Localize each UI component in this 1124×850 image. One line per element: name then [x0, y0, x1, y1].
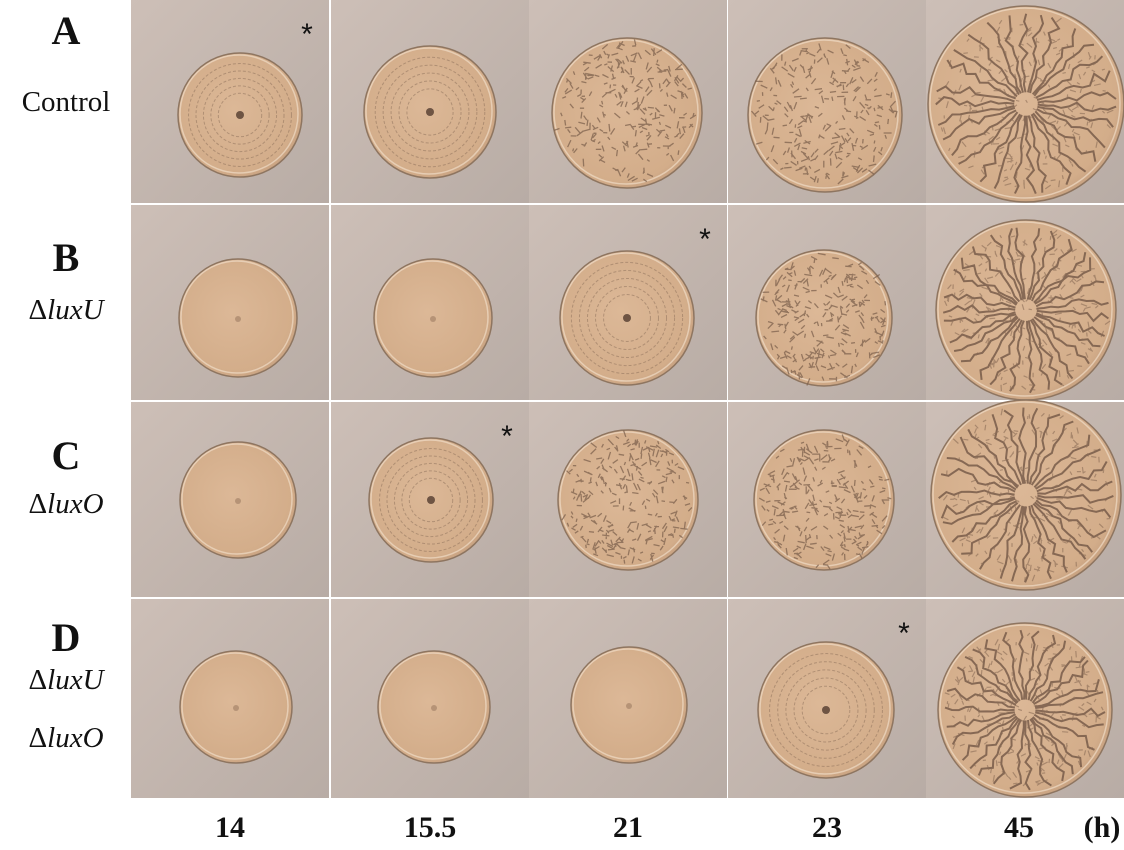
micrograph	[529, 402, 727, 597]
page: {"marker": "*", "rows": [ {"letter": "A"…	[0, 0, 1124, 850]
micrograph	[331, 402, 529, 597]
figure: (h) AControl*BΔluxU*CΔluxO*DΔluxUΔluxO*1…	[0, 0, 1124, 850]
micrograph	[331, 0, 529, 203]
colony-center	[233, 705, 239, 711]
micrograph	[728, 599, 926, 798]
colony	[748, 38, 902, 192]
label-part: Control	[22, 86, 111, 118]
row-letter: A	[52, 8, 81, 53]
colony-center	[426, 108, 434, 116]
micrograph	[926, 599, 1124, 798]
colony	[552, 38, 702, 188]
time-label: 21	[613, 811, 643, 844]
colony-center	[235, 316, 241, 322]
label-part: luxO	[47, 488, 103, 520]
micrograph	[131, 402, 329, 597]
colony-center	[431, 705, 437, 711]
micrograph	[131, 0, 329, 203]
micrograph	[926, 205, 1124, 400]
label-part: Δ	[28, 664, 47, 696]
asterisk: *	[501, 420, 513, 453]
row-label: ΔluxO	[28, 488, 103, 520]
micrograph	[529, 205, 727, 400]
time-unit: (h)	[1084, 811, 1121, 844]
colony-center	[626, 703, 632, 709]
row-label: Control	[22, 86, 111, 118]
colony-center	[822, 706, 830, 714]
micrograph	[728, 205, 926, 400]
colony-center	[430, 316, 436, 322]
image-grid	[131, 0, 1124, 798]
time-label: 23	[812, 811, 842, 844]
time-label: 14	[215, 811, 245, 844]
asterisk: *	[301, 18, 313, 51]
micrograph	[926, 0, 1124, 203]
colony-center	[235, 498, 241, 504]
time-label: 15.5	[404, 811, 457, 844]
time-label: 45	[1004, 811, 1034, 844]
row-letter: B	[53, 235, 80, 280]
micrograph	[331, 205, 529, 400]
label-part: Δ	[28, 722, 47, 754]
row-label: ΔluxO	[28, 722, 103, 754]
row-label: ΔluxU	[28, 664, 105, 696]
label-part: luxO	[47, 722, 103, 754]
micrograph	[728, 402, 926, 597]
colony-center	[623, 314, 631, 322]
micrograph	[131, 599, 329, 798]
row-letter: C	[52, 433, 81, 478]
micrograph	[529, 0, 727, 203]
asterisk: *	[699, 223, 711, 256]
label-part: luxU	[47, 664, 105, 696]
label-part: Δ	[28, 294, 47, 326]
micrograph	[926, 400, 1124, 597]
colony-center	[427, 496, 435, 504]
micrograph	[529, 599, 727, 798]
micrograph	[131, 205, 329, 400]
row-letter: D	[52, 615, 81, 660]
micrograph	[728, 0, 926, 203]
label-part: luxU	[47, 294, 105, 326]
colony-center	[236, 111, 244, 119]
label-part: Δ	[28, 488, 47, 520]
row-label: ΔluxU	[28, 294, 105, 326]
micrograph	[331, 599, 529, 798]
asterisk: *	[898, 617, 910, 650]
